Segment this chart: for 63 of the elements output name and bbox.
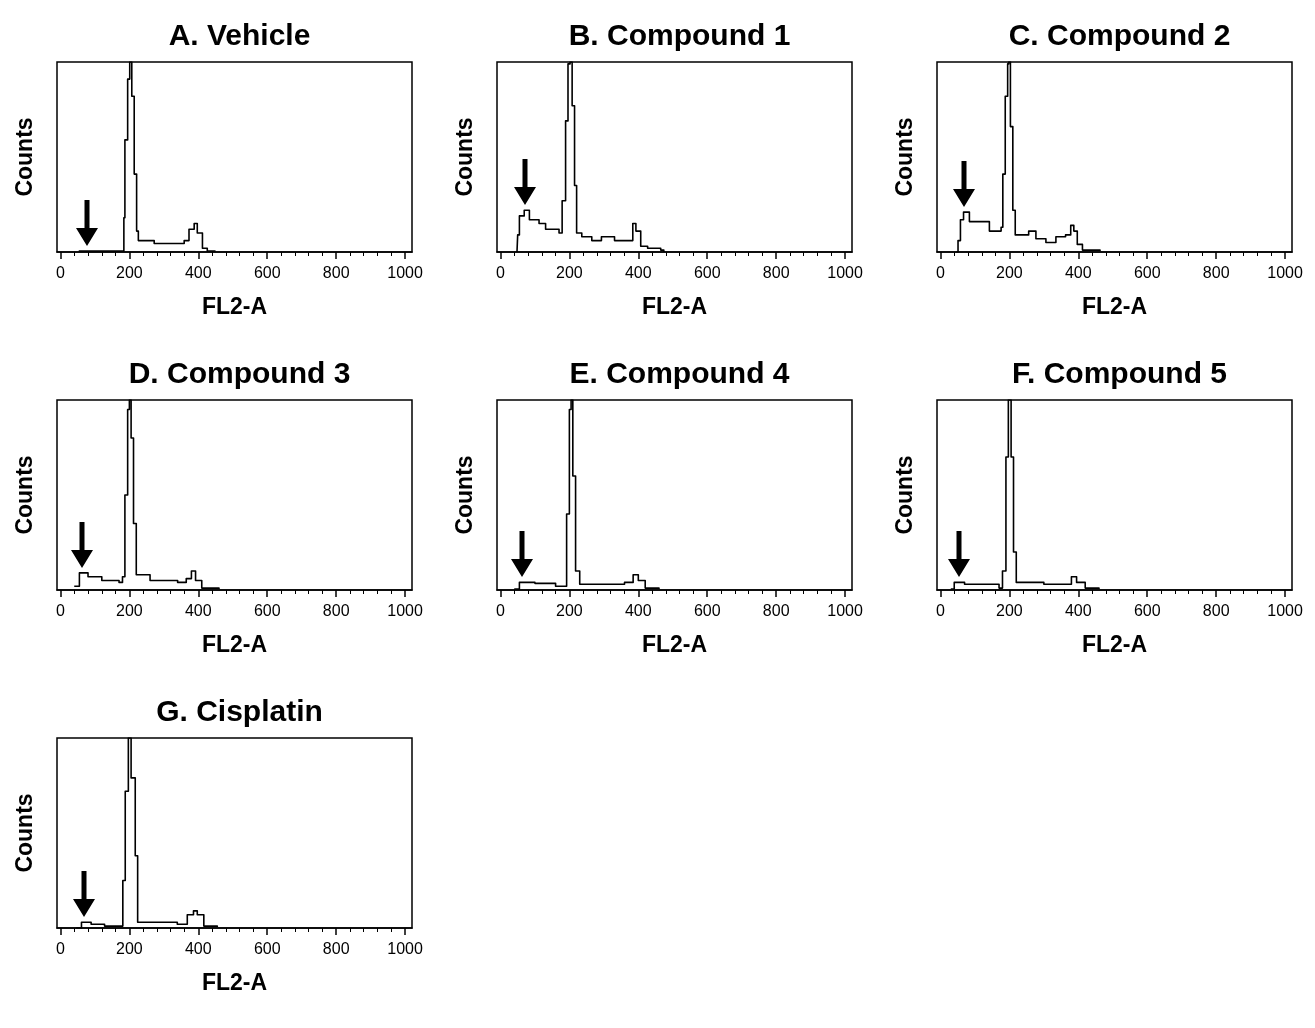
x-tick-label: 0 [55,939,65,957]
x-tick-label: 1000 [1267,263,1304,281]
y-axis-title: Counts [10,793,37,873]
y-axis-title: Counts [890,117,917,197]
x-tick-label: 0 [935,601,945,619]
x-tick-label: 0 [495,263,505,281]
y-axis-title: Counts [890,455,917,535]
x-tick-label: 1000 [827,601,864,619]
x-tick-label: 200 [996,601,1023,619]
chart-title: C. Compound 2 [1008,17,1231,51]
x-tick-label: 400 [1064,263,1092,281]
x-tick-label: 0 [55,263,65,281]
x-axis-title: FL2-A [641,292,708,319]
y-axis-title: Counts [450,117,477,197]
chart-title: A. Vehicle [168,17,311,51]
x-tick-label: 200 [556,263,583,281]
x-tick-label: 800 [322,263,350,281]
x-tick-label: 600 [693,601,721,619]
x-tick-label: 400 [1064,601,1092,619]
x-tick-label: 200 [116,939,143,957]
x-tick-label: 0 [495,601,505,619]
x-tick-label: 200 [116,263,143,281]
y-axis-title: Counts [450,455,477,535]
x-tick-label: 1000 [387,263,424,281]
x-tick-label: 0 [55,601,65,619]
x-tick-label: 0 [935,263,945,281]
x-tick-label: 1000 [1267,601,1304,619]
y-axis-title: Counts [10,117,37,197]
x-tick-label: 800 [762,601,790,619]
x-tick-label: 1000 [827,263,864,281]
y-axis-title: Counts [10,455,37,535]
x-tick-label: 800 [1202,601,1230,619]
x-tick-label: 600 [1133,263,1161,281]
x-tick-label: 600 [693,263,721,281]
x-axis-title: FL2-A [641,630,708,657]
x-tick-label: 600 [1133,601,1161,619]
chart-title: G. Cisplatin [156,693,323,727]
x-axis-title: FL2-A [201,292,268,319]
chart-title: F. Compound 5 [1012,355,1227,389]
chart-title: D. Compound 3 [128,355,351,389]
chart-title: B. Compound 1 [568,17,791,51]
x-tick-label: 200 [996,263,1023,281]
x-tick-label: 400 [624,601,652,619]
x-tick-label: 400 [184,263,212,281]
x-tick-label: 400 [184,939,212,957]
x-axis-title: FL2-A [201,630,268,657]
x-tick-label: 800 [322,939,350,957]
x-tick-label: 400 [184,601,212,619]
x-axis-title: FL2-A [1081,292,1148,319]
x-tick-label: 400 [624,263,652,281]
x-tick-label: 1000 [387,939,424,957]
chart-title: E. Compound 4 [569,355,790,389]
x-tick-label: 200 [116,601,143,619]
x-tick-label: 600 [253,601,281,619]
x-tick-label: 800 [762,263,790,281]
x-tick-label: 600 [253,263,281,281]
x-tick-label: 200 [556,601,583,619]
x-tick-label: 600 [253,939,281,957]
x-tick-label: 800 [1202,263,1230,281]
x-axis-title: FL2-A [1081,630,1148,657]
x-tick-label: 1000 [387,601,424,619]
x-tick-label: 800 [322,601,350,619]
x-axis-title: FL2-A [201,968,268,995]
